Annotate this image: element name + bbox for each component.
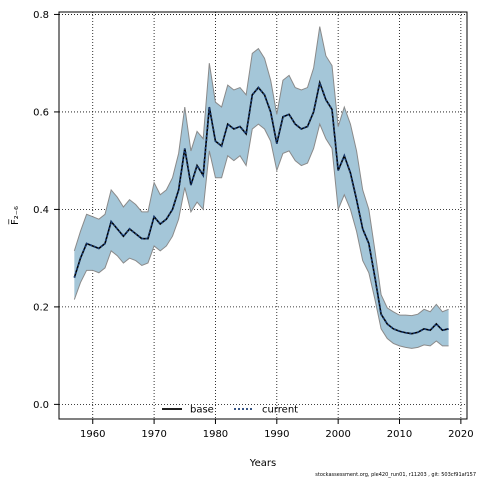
x-tick-label: 2000 xyxy=(325,429,350,440)
legend-label-base: base xyxy=(190,405,214,416)
y-tick-label: 0.4 xyxy=(33,205,49,216)
x-tick-label: 2010 xyxy=(387,429,412,440)
y-axis-label: F̅₂₋₆ xyxy=(8,206,21,225)
confidence-band-upper xyxy=(73,26,449,317)
x-tick-label: 1960 xyxy=(80,429,105,440)
x-tick-label: 1980 xyxy=(203,429,228,440)
y-tick-label: 0.6 xyxy=(33,107,49,118)
x-tick-label: 2020 xyxy=(448,429,473,440)
x-tick-label: 1970 xyxy=(141,429,166,440)
confidence-band-area xyxy=(74,26,449,349)
footer-note: stockassessment.org, ple420_run01, r1120… xyxy=(315,472,476,478)
confidence-band xyxy=(73,26,449,349)
series-line-current xyxy=(73,79,449,335)
y-tick-label: 0.8 xyxy=(33,10,49,21)
axes: 1960 1970 1980 1990 2000 2010 2020 0.0 0.2 0.4 0.6… xyxy=(33,10,473,440)
confidence-band-lower xyxy=(73,122,449,349)
legend-label-current: current xyxy=(262,405,298,416)
x-tick-label: 1990 xyxy=(264,429,289,440)
x-axis-label: Years xyxy=(249,458,276,469)
y-tick-label: 0.0 xyxy=(33,400,49,411)
series-lines xyxy=(73,79,449,335)
y-tick-label: 0.2 xyxy=(33,302,49,313)
plot-frame xyxy=(58,11,468,420)
legend: base current xyxy=(162,405,298,416)
